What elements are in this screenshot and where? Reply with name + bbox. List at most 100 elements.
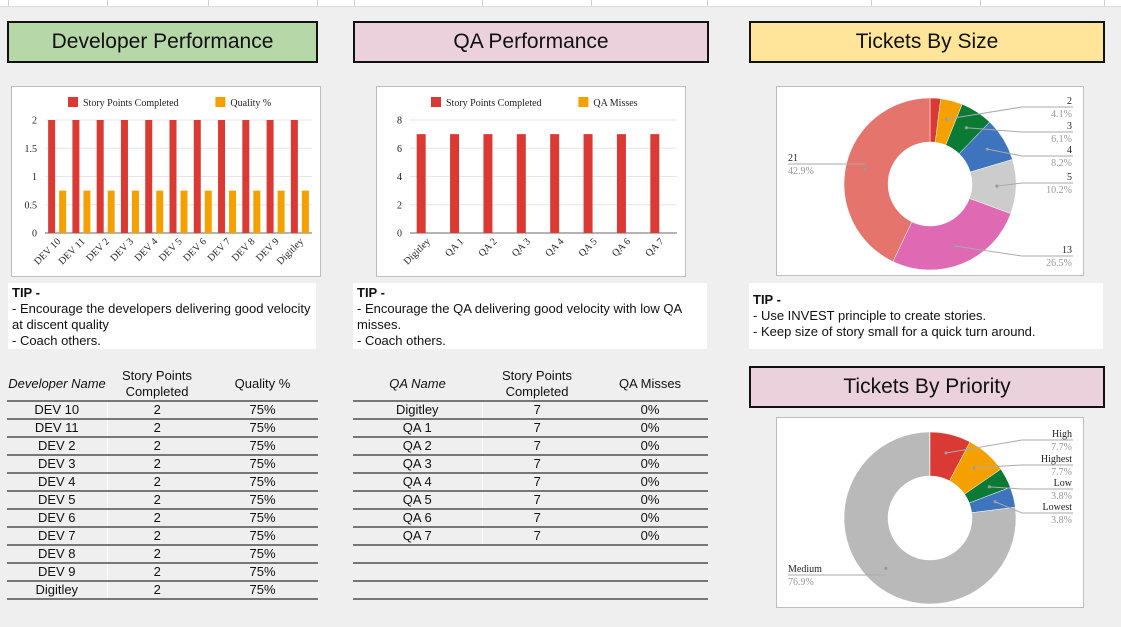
label-anchor-dot (863, 167, 867, 171)
bar-quality- (83, 190, 91, 233)
x-tick-label: QA 4 (543, 236, 566, 259)
developer-name-cell: DEV 7 (7, 527, 108, 546)
developer-tip: TIP - - Encourage the developers deliver… (8, 283, 316, 349)
legend-swatch (215, 97, 226, 107)
bar-story-points-completed (120, 120, 128, 233)
x-tick-label: DEV 10 (32, 236, 63, 267)
header-qa-misses: QA Misses (592, 368, 708, 402)
x-tick-label: QA 6 (610, 236, 633, 259)
qa-misses-cell: 0% (592, 509, 708, 528)
x-tick-label: DEV 7 (206, 236, 233, 263)
empty-cell (592, 581, 708, 600)
label-leader-line (955, 245, 1073, 257)
table-row: QA 5 7 0% (353, 491, 708, 510)
qa-tip-line: - Coach others. (357, 333, 446, 348)
developer-name-cell: DEV 3 (7, 455, 108, 474)
bar-quality- (107, 190, 115, 233)
empty-cell (353, 581, 482, 600)
table-row-empty (353, 581, 708, 600)
table-row: QA 3 7 0% (353, 455, 708, 474)
table-row: QA 7 7 0% (353, 527, 708, 546)
quality-cell: 75% (207, 401, 318, 420)
spreadsheet-column-header-strip (0, 0, 1121, 7)
label-anchor-dot (972, 466, 977, 470)
tickets-by-priority-banner: Tickets By Priority (749, 366, 1105, 408)
tickets-by-size-chart[interactable]: 2 4.1% 3 6.1% 4 8.2% 5 10.2% 13 26.5% 21 42.9% (776, 86, 1084, 276)
column-divider (871, 0, 872, 6)
developer-performance-chart[interactable]: Story Points Completed Quality % 0 0.5 1 1.5 2… (11, 86, 321, 277)
quality-cell: 75% (207, 419, 318, 438)
quality-cell: 75% (207, 473, 318, 492)
label-leader-line (974, 464, 1073, 469)
tickets-by-size-banner: Tickets By Size (749, 21, 1105, 63)
slice-percent: 6.1% (1051, 134, 1072, 145)
header-story-points: Story Points Completed (107, 368, 207, 402)
label-anchor-dot (953, 244, 957, 248)
bar-quality- (180, 190, 188, 233)
bar-quality- (277, 190, 285, 233)
legend-swatch (431, 97, 441, 107)
table-row: DEV 9 2 75% (7, 563, 318, 582)
quality-cell: 75% (207, 527, 318, 546)
developer-name-cell: DEV 5 (7, 491, 108, 510)
bar-story-points-completed (550, 134, 560, 233)
legend-label: Story Points Completed (83, 98, 179, 109)
qa-tip: TIP - - Encourage the QA delivering good… (353, 283, 707, 349)
qa-performance-chart[interactable]: Story Points Completed QA Misses 0 2 4 6 8 Digi… (376, 86, 686, 277)
label-leader-line (987, 148, 1073, 157)
qa-misses-cell: 0% (592, 473, 708, 492)
x-tick-label: DEV 5 (157, 236, 184, 263)
story-points-cell: 7 (482, 509, 592, 528)
quality-cell: 75% (207, 437, 318, 456)
label-anchor-dot (944, 451, 948, 455)
qa-misses-cell: 0% (592, 527, 708, 546)
tickets-by-priority-chart[interactable]: High 7.7% Highest 7.7% Low 3.8% Lowest 3.8% Medi… (776, 417, 1084, 608)
slice-label: 21 (788, 153, 798, 164)
y-tick-label: 1 (32, 172, 37, 183)
developer-tip-heading: TIP - (12, 285, 40, 300)
empty-cell (482, 581, 592, 600)
header-developer-name: Developer Name (7, 368, 107, 402)
table-row: DEV 10 2 75% (7, 401, 318, 420)
empty-cell (592, 563, 708, 582)
bar-story-points-completed (516, 134, 526, 233)
label-leader-line (946, 106, 1073, 120)
developer-performance-title: Developer Performance (51, 30, 274, 53)
quality-cell: 75% (207, 455, 318, 474)
table-row-empty (353, 545, 708, 564)
tickets-by-priority-title: Tickets By Priority (843, 375, 1011, 398)
column-divider (208, 0, 209, 6)
slice-label: Medium (788, 564, 822, 575)
label-leader-line (966, 127, 1073, 133)
story-points-cell: 7 (482, 437, 592, 456)
quality-cell: 75% (207, 509, 318, 528)
story-points-cell: 2 (107, 455, 207, 474)
developer-name-cell: DEV 2 (7, 437, 108, 456)
slice-percent: 8.2% (1051, 158, 1072, 169)
developer-performance-banner: Developer Performance (7, 21, 318, 63)
label-anchor-dot (964, 126, 969, 130)
slice-percent: 3.8% (1051, 515, 1072, 526)
story-points-cell: 2 (107, 527, 207, 546)
bar-story-points-completed (169, 120, 177, 233)
x-tick-label: QA 3 (510, 236, 533, 259)
developer-table-header: Developer Name Story Points Completed Qu… (7, 368, 318, 402)
slice-label: Low (1054, 478, 1073, 489)
story-points-cell: 2 (107, 545, 207, 564)
story-points-cell: 7 (482, 491, 592, 510)
x-tick-label: Digitley (402, 236, 433, 267)
legend-swatch (68, 97, 78, 107)
label-leader-line (994, 501, 1073, 514)
developer-name-cell: Digitley (7, 581, 108, 600)
x-tick-label: DEV 3 (109, 236, 136, 263)
developer-name-cell: DEV 11 (7, 419, 108, 438)
quality-cell: 75% (207, 491, 318, 510)
slice-label: 5 (1067, 172, 1072, 183)
legend-label: QA Misses (593, 98, 637, 109)
story-points-cell: 2 (107, 473, 207, 492)
developer-name-cell: DEV 8 (7, 545, 108, 564)
x-tick-label: QA 5 (577, 236, 600, 259)
story-points-cell: 7 (482, 455, 592, 474)
qa-name-cell: QA 6 (353, 509, 483, 528)
table-row: DEV 11 2 75% (7, 419, 318, 438)
